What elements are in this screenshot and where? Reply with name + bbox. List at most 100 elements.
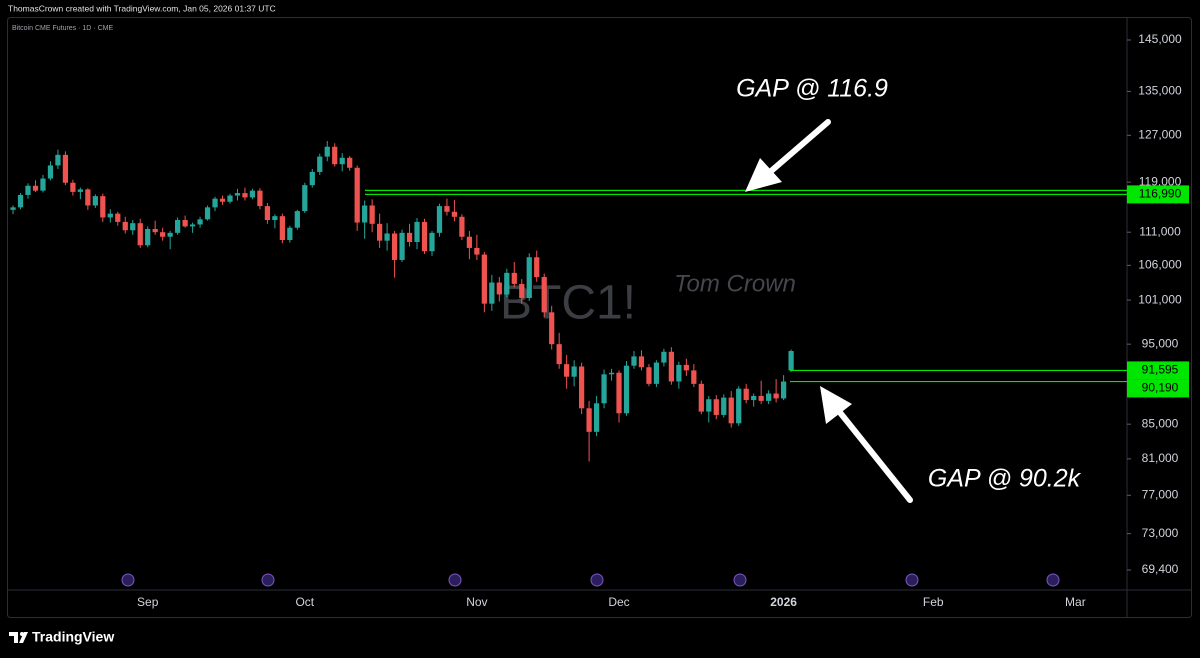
candle-body bbox=[511, 272, 517, 284]
candle-body bbox=[302, 185, 308, 212]
candle-body bbox=[758, 395, 764, 401]
candle-body bbox=[564, 364, 570, 377]
candle-body bbox=[736, 388, 742, 424]
candle-body bbox=[429, 232, 435, 252]
candle-body bbox=[249, 190, 256, 198]
candle-body bbox=[466, 236, 473, 248]
x-tick-label: Mar bbox=[1065, 595, 1086, 609]
candle-body bbox=[234, 193, 241, 196]
y-tick-label: 77,000 bbox=[1142, 487, 1179, 501]
y-tick-label: 101,000 bbox=[1138, 292, 1182, 306]
event-icon[interactable] bbox=[261, 573, 275, 587]
candle-body bbox=[122, 221, 128, 231]
candle-body bbox=[444, 206, 450, 212]
y-tick-label: 69,400 bbox=[1142, 562, 1179, 576]
price-label: 116,990 bbox=[1139, 187, 1182, 201]
candle-body bbox=[309, 171, 315, 186]
price-label-box bbox=[1127, 185, 1189, 204]
candle-body bbox=[47, 165, 54, 179]
chart-panel bbox=[7, 17, 1192, 618]
price-label-box bbox=[1127, 379, 1189, 398]
candle-body bbox=[623, 365, 630, 414]
candle-body bbox=[421, 221, 428, 252]
candle-body bbox=[40, 178, 46, 191]
candle-body bbox=[586, 408, 592, 432]
candle-body bbox=[534, 257, 540, 277]
candle-body bbox=[504, 272, 510, 295]
candle-body bbox=[728, 397, 734, 424]
candle-body bbox=[62, 154, 69, 183]
candle-body bbox=[414, 221, 420, 242]
candle-body bbox=[32, 185, 39, 191]
event-icon[interactable] bbox=[590, 573, 604, 587]
price-label: 91,595 bbox=[1142, 363, 1179, 377]
annotation: GAP @ 116.9 bbox=[736, 75, 888, 103]
candle-body bbox=[668, 351, 675, 382]
candle-body bbox=[713, 399, 719, 415]
candle-body bbox=[616, 372, 622, 414]
x-tick-label: 2026 bbox=[770, 595, 797, 609]
candle-body bbox=[676, 364, 682, 382]
candle-body bbox=[377, 223, 383, 241]
candle-body bbox=[242, 193, 248, 198]
event-icon[interactable] bbox=[448, 573, 462, 587]
candle-body bbox=[406, 232, 413, 242]
candle-body bbox=[578, 366, 585, 409]
plot: 145,000 135,000 127,000 119,000 111,000 106,0… bbox=[10, 32, 1189, 609]
candle-body bbox=[593, 403, 600, 432]
candle-body bbox=[631, 356, 637, 366]
candle-body bbox=[137, 223, 143, 246]
event-icon[interactable] bbox=[1046, 573, 1060, 587]
candle-body bbox=[773, 393, 779, 399]
y-tick-label: 127,000 bbox=[1138, 128, 1182, 142]
candle-body bbox=[227, 195, 233, 202]
arrow-shaft bbox=[835, 407, 913, 503]
candle-body bbox=[788, 351, 794, 371]
candle-body bbox=[661, 351, 667, 363]
candle-body bbox=[339, 157, 345, 165]
candle-body bbox=[219, 198, 226, 202]
header-text: ThomasCrown created with TradingView.com… bbox=[8, 3, 276, 13]
candle-body bbox=[264, 206, 271, 220]
y-tick-label: 119,000 bbox=[1139, 174, 1182, 188]
candle-body bbox=[743, 388, 749, 401]
y-tick-label: 111,000 bbox=[1139, 224, 1181, 238]
candle-body bbox=[698, 383, 704, 412]
candle-body bbox=[399, 232, 405, 260]
candle-body bbox=[347, 157, 353, 168]
candle-body bbox=[653, 362, 660, 384]
candle-body bbox=[526, 257, 532, 298]
candle-body bbox=[115, 213, 121, 222]
candle-body bbox=[451, 211, 458, 217]
candle-body bbox=[549, 312, 555, 345]
event-icon[interactable] bbox=[905, 573, 919, 587]
chart-title: Bitcoin CME Futures · 1D · CME bbox=[12, 25, 113, 32]
candle-body bbox=[287, 227, 293, 241]
event-icon[interactable] bbox=[121, 573, 135, 587]
candle-body bbox=[189, 224, 196, 227]
candle-body bbox=[257, 190, 263, 207]
candle-body bbox=[77, 189, 83, 192]
event-icon[interactable] bbox=[733, 573, 747, 587]
price-label: 90,190 bbox=[1142, 381, 1179, 395]
candle-body bbox=[519, 283, 525, 298]
candle-body bbox=[459, 216, 465, 237]
candle-body bbox=[496, 282, 502, 295]
candle-body bbox=[601, 374, 607, 404]
y-tick-label: 145,000 bbox=[1138, 32, 1182, 46]
candle-body bbox=[556, 344, 562, 365]
candle-body bbox=[182, 219, 188, 227]
candle-body bbox=[17, 194, 24, 208]
arrow-head bbox=[820, 386, 852, 424]
candle-body bbox=[204, 207, 211, 220]
candle-body bbox=[25, 185, 31, 195]
candle-body bbox=[369, 205, 375, 224]
candle-body bbox=[474, 247, 480, 255]
x-tick-label: Oct bbox=[295, 595, 314, 609]
logo-dot bbox=[20, 632, 24, 636]
candle-body bbox=[145, 228, 151, 246]
candle-body bbox=[332, 146, 338, 165]
candle-body bbox=[436, 206, 443, 233]
candle-body bbox=[571, 366, 577, 377]
